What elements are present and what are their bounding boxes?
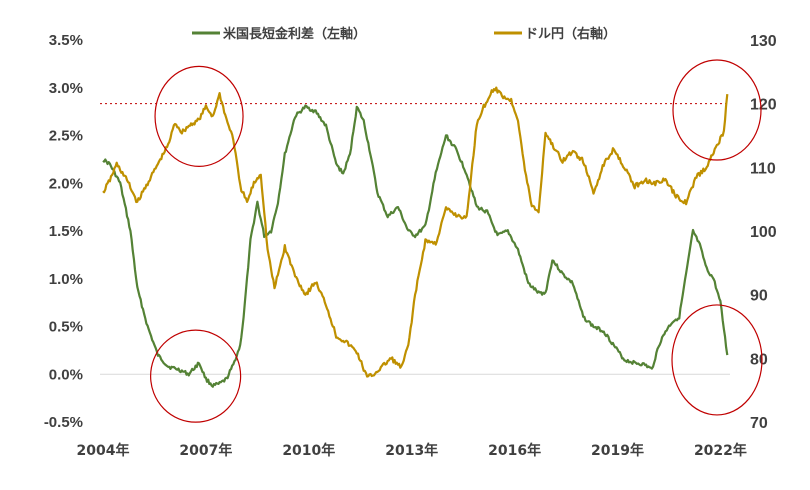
legend-item-spread: 米国長短金利差（左軸） [192,26,366,42]
left-tick-label: 1.5% [49,223,83,240]
legend-item-usdjpy: ドル円（右軸） [494,26,616,42]
x-tick-label: 2010年 [282,442,335,459]
x-tick-label: 2013年 [385,442,438,459]
legend-label-usdjpy: ドル円（右軸） [525,26,616,42]
highlight-ellipse [672,59,762,161]
left-tick-label: 0.5% [49,319,83,336]
right-axis-ticks: 130 120 110 100 90 80 70 [750,33,777,432]
x-tick-label: 2019年 [591,442,644,459]
highlight-ellipse [150,329,242,423]
x-tick-label: 2004年 [77,442,130,459]
left-axis-ticks: 3.5% 3.0% 2.5% 2.0% 1.5% 1.0% 0.5% 0.0% -0.5% [44,32,83,431]
right-tick-label: 90 [750,288,768,305]
highlight-ellipse [671,304,763,416]
x-axis-ticks: 2004年 2007年 2010年 2013年 2016年 2019年 2022年 [77,442,747,459]
highlight-ellipses [150,59,763,423]
right-tick-label: 100 [750,224,777,241]
series-line-spread [102,104,729,388]
highlight-ellipse [154,65,244,168]
left-tick-label: -0.5% [44,414,83,431]
left-tick-label: 0.0% [49,366,83,383]
right-tick-label: 110 [750,160,776,177]
left-tick-label: 2.5% [49,128,83,145]
left-tick-label: 3.5% [49,32,83,49]
left-tick-label: 2.0% [49,175,83,192]
x-tick-label: 2022年 [694,442,747,459]
series-line-usdjpy [102,86,729,378]
left-tick-label: 3.0% [49,80,83,97]
chart-series [102,86,729,388]
legend-label-spread: 米国長短金利差（左軸） [223,26,366,42]
right-tick-label: 80 [750,351,768,368]
left-tick-label: 1.0% [49,271,83,288]
x-tick-label: 2016年 [488,442,541,459]
right-tick-label: 120 [750,97,777,114]
right-tick-label: 130 [750,33,777,50]
right-tick-label: 70 [750,415,768,432]
x-tick-label: 2007年 [179,442,232,459]
chart-legend: 米国長短金利差（左軸） ドル円（右軸） [192,26,616,42]
